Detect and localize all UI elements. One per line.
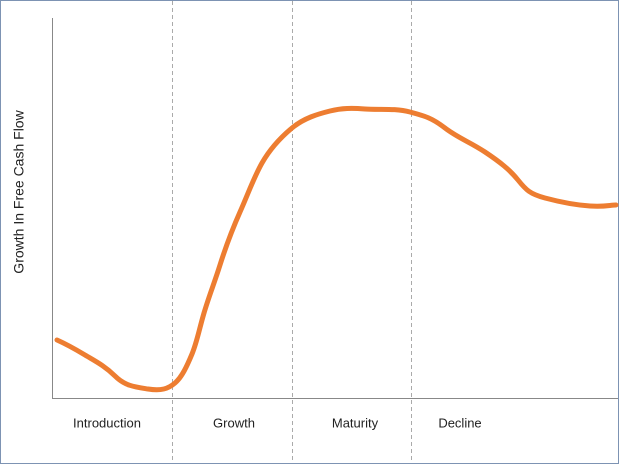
stage-label: Decline [438,415,481,430]
stage-label: Introduction [73,415,141,430]
y-axis-label: Growth In Free Cash Flow [11,109,27,273]
stage-label: Growth [213,415,255,430]
stage-label: Maturity [332,415,379,430]
cash-flow-curve [54,105,619,393]
